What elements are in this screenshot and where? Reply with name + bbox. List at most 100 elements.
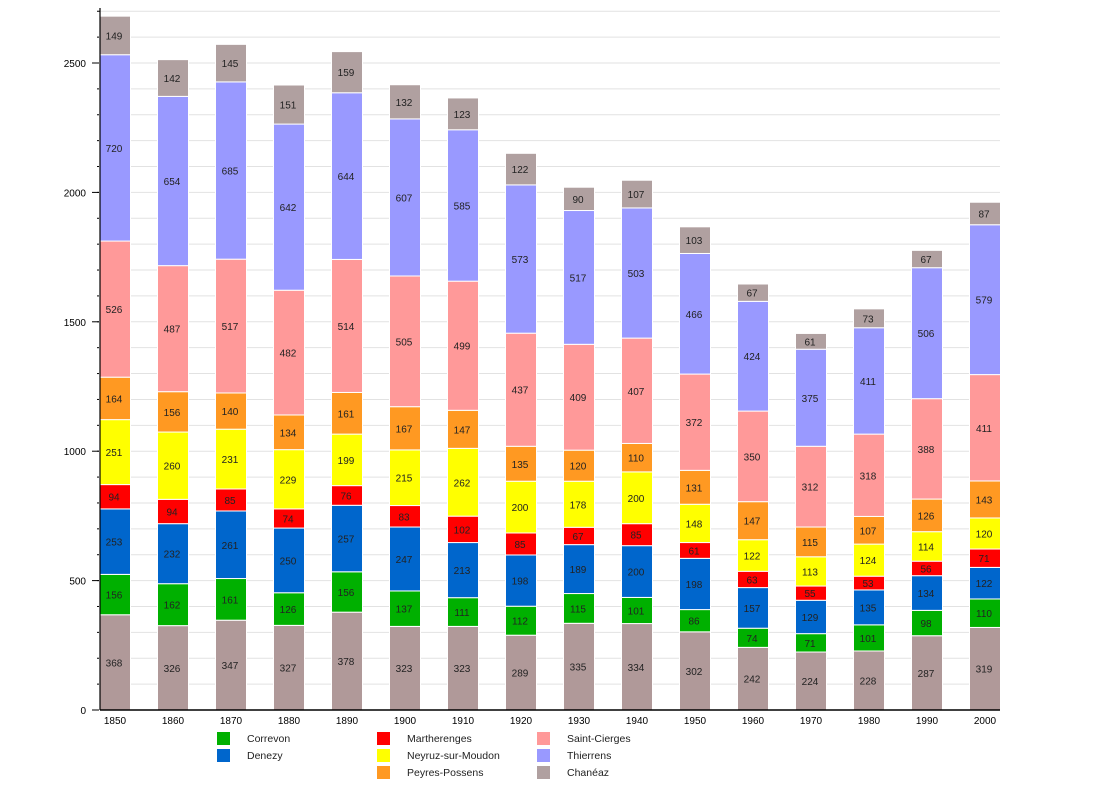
data-label: 319 (976, 665, 993, 676)
data-label: 318 (860, 471, 877, 482)
data-label: 74 (746, 634, 758, 645)
legend-swatch (537, 749, 550, 762)
x-tick-label: 1930 (568, 716, 591, 727)
bar-segment (969, 480, 1001, 519)
data-label: 424 (744, 352, 761, 363)
data-label: 76 (340, 491, 352, 502)
data-label: 287 (918, 669, 935, 680)
data-label: 350 (744, 452, 761, 463)
x-tick-label: 1970 (800, 716, 823, 727)
data-label: 482 (280, 349, 297, 360)
data-label: 257 (338, 535, 355, 546)
data-label: 378 (338, 657, 355, 668)
bar-segment (505, 445, 537, 482)
bar-segment (679, 631, 711, 711)
data-label: 90 (572, 195, 584, 206)
data-label: 409 (570, 393, 587, 404)
bar-segment (563, 210, 595, 345)
data-label: 228 (860, 676, 877, 687)
bar-segment (447, 625, 479, 711)
data-label: 71 (804, 639, 816, 650)
data-label: 437 (512, 386, 529, 397)
data-label: 115 (802, 538, 818, 549)
bar-segment (505, 184, 537, 334)
bar-segment (969, 201, 1001, 226)
bar-segment (273, 624, 305, 711)
x-tick-label: 1900 (394, 716, 417, 727)
bar-segment (331, 92, 363, 260)
data-label: 98 (920, 619, 932, 630)
data-label: 156 (164, 408, 181, 419)
bar-segment (389, 275, 421, 408)
bar-segment (795, 651, 827, 711)
data-label: 250 (280, 556, 297, 567)
bar-segment (447, 280, 479, 411)
y-tick-label: 1000 (64, 447, 87, 458)
data-label: 140 (222, 407, 239, 418)
data-label: 61 (804, 337, 816, 348)
bar-segment (331, 258, 363, 393)
data-label: 73 (862, 314, 874, 325)
data-label: 63 (746, 575, 758, 586)
x-tick-label: 2000 (974, 716, 997, 727)
bar-segment (911, 575, 943, 611)
bar-segment (679, 557, 711, 611)
data-label: 115 (570, 604, 586, 615)
data-label: 74 (282, 514, 294, 525)
bar-segment (99, 240, 131, 378)
data-label: 213 (454, 566, 471, 577)
data-label: 159 (338, 68, 355, 79)
legend-label: Saint-Cierges (567, 732, 631, 745)
data-label: 151 (280, 101, 297, 112)
bar-segment (389, 84, 421, 120)
data-label: 302 (686, 667, 703, 678)
data-label: 123 (454, 110, 471, 121)
data-label: 231 (222, 455, 239, 466)
bar-segment (911, 531, 943, 562)
data-label: 466 (686, 310, 703, 321)
bar-segment (911, 249, 943, 269)
data-label: 517 (570, 273, 587, 284)
bar-segment (621, 471, 653, 525)
bar-segment (563, 343, 595, 451)
bar-segment (447, 409, 479, 449)
data-label: 200 (628, 568, 645, 579)
data-label: 162 (164, 601, 181, 612)
data-label: 407 (628, 387, 645, 398)
data-label: 375 (802, 394, 819, 405)
bar-segment (621, 207, 653, 339)
data-label: 156 (338, 588, 355, 599)
data-label: 262 (454, 478, 471, 489)
data-label: 164 (106, 394, 123, 405)
data-label: 232 (164, 550, 181, 561)
bar-segment (99, 15, 131, 56)
legend-item: Correvon (217, 732, 290, 745)
data-label: 242 (744, 675, 761, 686)
data-label: 147 (454, 425, 471, 436)
y-tick-label: 2000 (64, 188, 87, 199)
data-label: 132 (396, 98, 413, 109)
data-label: 334 (628, 663, 645, 674)
bar-segment (157, 583, 189, 627)
data-label: 103 (686, 236, 703, 247)
bar-segment (853, 433, 885, 517)
bar-segment (99, 419, 131, 486)
data-label: 94 (166, 508, 178, 519)
bar-segment (389, 590, 421, 627)
data-label: 137 (396, 605, 413, 616)
legend-item: Neyruz-sur-Moudon (377, 749, 500, 762)
bar-segment (505, 152, 537, 186)
legend-swatch (217, 732, 230, 745)
data-label: 53 (862, 579, 874, 590)
data-label: 85 (224, 496, 236, 507)
legend-label: Martherenges (407, 732, 472, 745)
x-tick-label: 1960 (742, 716, 765, 727)
bar-segment (389, 625, 421, 711)
x-tick-label: 1860 (162, 716, 185, 727)
data-label: 110 (628, 454, 644, 465)
legend-swatch (217, 749, 230, 762)
bar-segment (563, 480, 595, 528)
data-label: 526 (106, 305, 123, 316)
x-tick-label: 1910 (452, 716, 475, 727)
bar-segment (157, 431, 189, 500)
